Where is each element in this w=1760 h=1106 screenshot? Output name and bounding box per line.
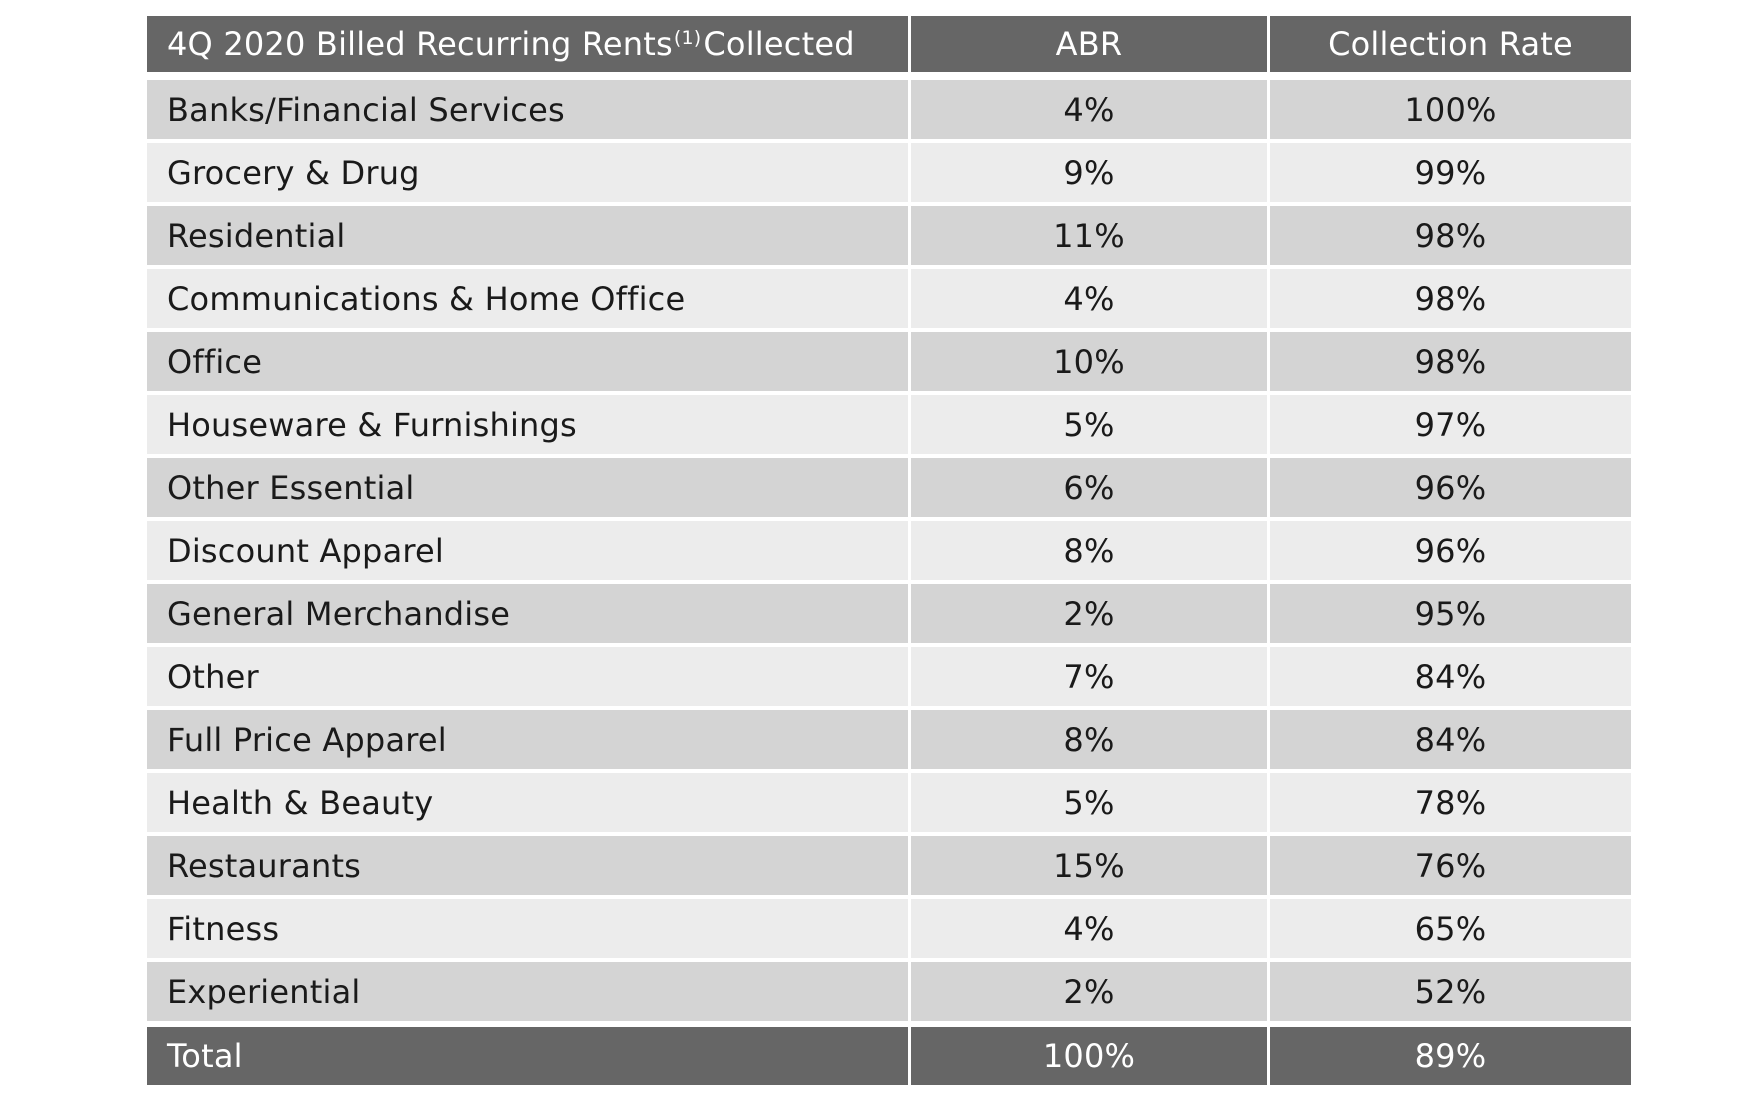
table-body: Banks/Financial Services 4% 100% Grocery & … bbox=[147, 80, 1631, 1027]
table-row: General Merchandise 2% 95% bbox=[147, 584, 1631, 647]
row-abr-cell: 2% bbox=[911, 962, 1270, 1027]
row-abr-cell: 2% bbox=[911, 584, 1270, 647]
table-row: Experiential 2% 52% bbox=[147, 962, 1631, 1027]
row-collection-rate-cell: 100% bbox=[1270, 80, 1631, 143]
table-row: Banks/Financial Services 4% 100% bbox=[147, 80, 1631, 143]
table-header-row: 4Q 2020 Billed Recurring Rents(1)Collect… bbox=[147, 16, 1631, 80]
row-collection-rate-cell: 98% bbox=[1270, 206, 1631, 269]
row-collection-rate-cell: 96% bbox=[1270, 521, 1631, 584]
row-category-cell: Office bbox=[147, 332, 911, 395]
column-header-abr: ABR bbox=[911, 16, 1270, 80]
table-row: Restaurants 15% 76% bbox=[147, 836, 1631, 899]
row-collection-rate-cell: 78% bbox=[1270, 773, 1631, 836]
column-header-category: 4Q 2020 Billed Recurring Rents(1)Collect… bbox=[147, 16, 911, 80]
row-category-cell: Banks/Financial Services bbox=[147, 80, 911, 143]
column-header-category-label: 4Q 2020 Billed Recurring Rents bbox=[167, 25, 673, 63]
row-abr-cell: 8% bbox=[911, 710, 1270, 773]
row-abr-cell: 5% bbox=[911, 395, 1270, 458]
row-abr-cell: 6% bbox=[911, 458, 1270, 521]
column-header-collection-rate: Collection Rate bbox=[1270, 16, 1631, 80]
row-collection-rate-cell: 76% bbox=[1270, 836, 1631, 899]
row-abr-cell: 4% bbox=[911, 269, 1270, 332]
table-row: Other 7% 84% bbox=[147, 647, 1631, 710]
table-row: Health & Beauty 5% 78% bbox=[147, 773, 1631, 836]
row-category-cell: Fitness bbox=[147, 899, 911, 962]
row-abr-cell: 9% bbox=[911, 143, 1270, 206]
row-collection-rate-cell: 98% bbox=[1270, 332, 1631, 395]
table-row: Grocery & Drug 9% 99% bbox=[147, 143, 1631, 206]
row-abr-cell: 15% bbox=[911, 836, 1270, 899]
row-abr-cell: 10% bbox=[911, 332, 1270, 395]
column-header-category-suffix: Collected bbox=[703, 25, 855, 63]
table-row: Residential 11% 98% bbox=[147, 206, 1631, 269]
row-collection-rate-cell: 84% bbox=[1270, 647, 1631, 710]
row-abr-cell: 4% bbox=[911, 80, 1270, 143]
row-abr-cell: 5% bbox=[911, 773, 1270, 836]
total-collection-rate: 89% bbox=[1270, 1027, 1631, 1085]
rent-collection-table: 4Q 2020 Billed Recurring Rents(1)Collect… bbox=[147, 16, 1631, 1085]
row-collection-rate-cell: 65% bbox=[1270, 899, 1631, 962]
total-abr: 100% bbox=[911, 1027, 1270, 1085]
row-category-cell: Experiential bbox=[147, 962, 911, 1027]
row-collection-rate-cell: 97% bbox=[1270, 395, 1631, 458]
row-category-cell: Grocery & Drug bbox=[147, 143, 911, 206]
table-row: Office 10% 98% bbox=[147, 332, 1631, 395]
row-category-cell: Health & Beauty bbox=[147, 773, 911, 836]
total-row: Total 100% 89% bbox=[147, 1027, 1631, 1085]
row-category-cell: Other bbox=[147, 647, 911, 710]
row-abr-cell: 8% bbox=[911, 521, 1270, 584]
row-collection-rate-cell: 96% bbox=[1270, 458, 1631, 521]
row-abr-cell: 11% bbox=[911, 206, 1270, 269]
row-category-cell: Houseware & Furnishings bbox=[147, 395, 911, 458]
total-label: Total bbox=[147, 1027, 911, 1085]
row-category-cell: Restaurants bbox=[147, 836, 911, 899]
row-category-cell: General Merchandise bbox=[147, 584, 911, 647]
row-category-cell: Residential bbox=[147, 206, 911, 269]
row-category-cell: Discount Apparel bbox=[147, 521, 911, 584]
table-row: Full Price Apparel 8% 84% bbox=[147, 710, 1631, 773]
row-collection-rate-cell: 98% bbox=[1270, 269, 1631, 332]
table-row: Other Essential 6% 96% bbox=[147, 458, 1631, 521]
row-category-cell: Other Essential bbox=[147, 458, 911, 521]
row-collection-rate-cell: 52% bbox=[1270, 962, 1631, 1027]
table-row: Houseware & Furnishings 5% 97% bbox=[147, 395, 1631, 458]
row-abr-cell: 4% bbox=[911, 899, 1270, 962]
row-collection-rate-cell: 99% bbox=[1270, 143, 1631, 206]
row-category-cell: Full Price Apparel bbox=[147, 710, 911, 773]
table-row: Communications & Home Office 4% 98% bbox=[147, 269, 1631, 332]
table-row: Fitness 4% 65% bbox=[147, 899, 1631, 962]
footnote-marker: (1) bbox=[673, 27, 702, 49]
row-abr-cell: 7% bbox=[911, 647, 1270, 710]
row-collection-rate-cell: 95% bbox=[1270, 584, 1631, 647]
row-category-cell: Communications & Home Office bbox=[147, 269, 911, 332]
row-collection-rate-cell: 84% bbox=[1270, 710, 1631, 773]
table-row: Discount Apparel 8% 96% bbox=[147, 521, 1631, 584]
